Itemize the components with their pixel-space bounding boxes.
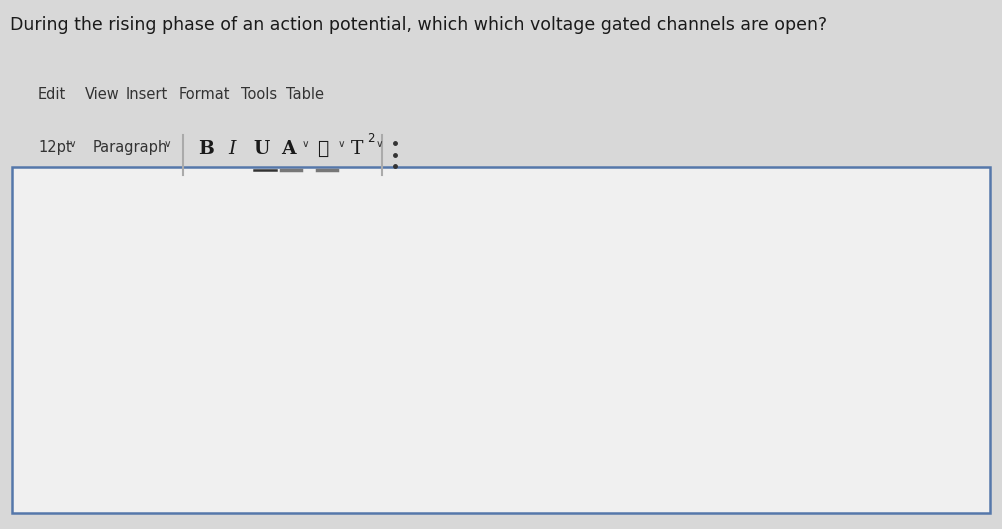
FancyBboxPatch shape xyxy=(12,167,989,513)
Text: 12pt: 12pt xyxy=(38,140,72,155)
Text: ∨: ∨ xyxy=(338,139,346,149)
Text: Paragraph: Paragraph xyxy=(92,140,167,155)
Text: ∨: ∨ xyxy=(376,139,384,149)
Text: B: B xyxy=(198,140,214,158)
Text: U: U xyxy=(254,140,270,158)
Text: Insert: Insert xyxy=(125,87,167,102)
Text: During the rising phase of an action potential, which which voltage gated channe: During the rising phase of an action pot… xyxy=(10,16,827,34)
Text: Format: Format xyxy=(178,87,229,102)
Text: Table: Table xyxy=(286,87,324,102)
Text: View: View xyxy=(85,87,120,102)
Text: Edit: Edit xyxy=(38,87,66,102)
Text: A: A xyxy=(281,140,295,158)
Text: ∨: ∨ xyxy=(68,139,76,149)
Text: ∨: ∨ xyxy=(302,139,310,149)
Text: 2: 2 xyxy=(367,132,374,145)
Text: I: I xyxy=(228,140,235,158)
Text: ∨: ∨ xyxy=(163,139,171,149)
Text: T: T xyxy=(351,140,363,158)
Text: Tools: Tools xyxy=(240,87,277,102)
Text: ℒ: ℒ xyxy=(317,140,328,158)
